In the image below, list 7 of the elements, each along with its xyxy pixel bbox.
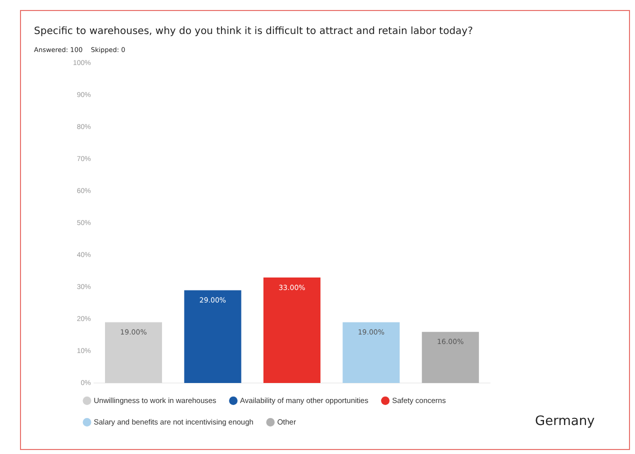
bar xyxy=(104,322,162,383)
bar xyxy=(184,290,242,383)
bar xyxy=(263,277,320,383)
bar xyxy=(422,332,479,383)
chart-title: Specific to warehouses, why do you think it is difficult to attract and retain labor today? xyxy=(34,26,473,37)
text: Germany xyxy=(535,414,595,429)
bar xyxy=(342,322,400,383)
